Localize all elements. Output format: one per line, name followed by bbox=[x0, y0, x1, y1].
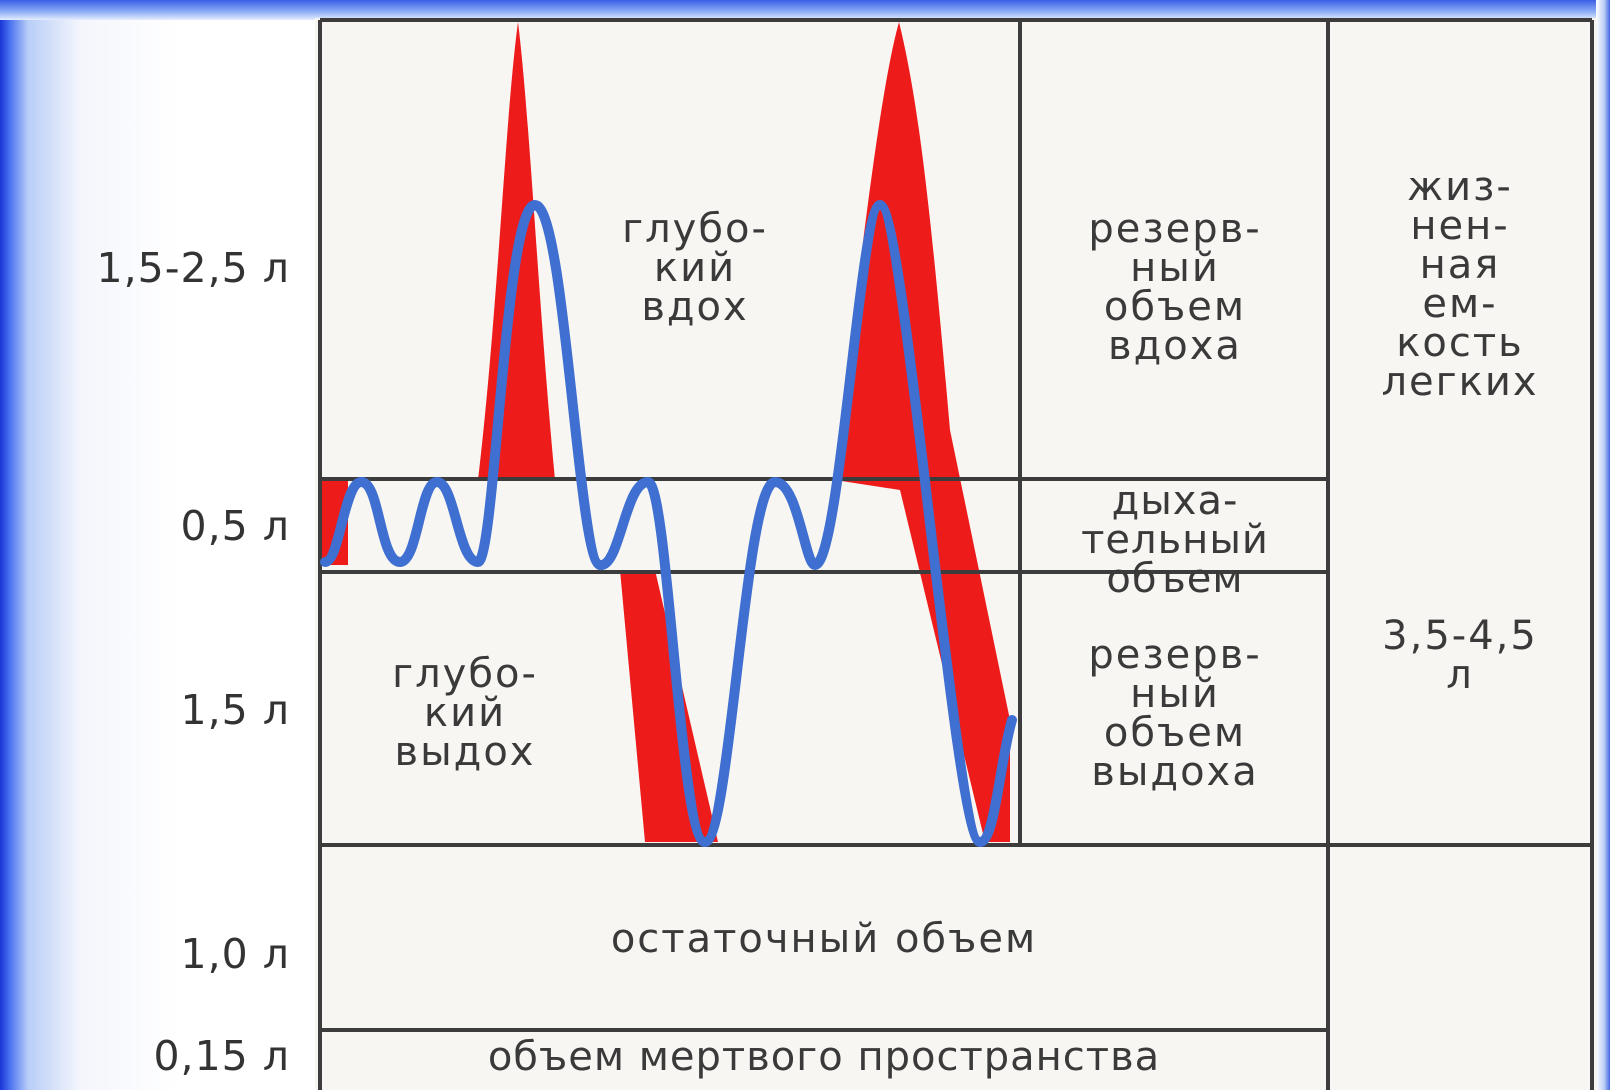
slide-top-band bbox=[0, 0, 1610, 20]
tidal-volume-label: дыха- тельный объем bbox=[1081, 478, 1269, 602]
y-label-expiratory: 1,5 л bbox=[180, 686, 290, 734]
deep-exhale-label: глубо- кий выдох bbox=[392, 651, 538, 775]
y-label-tidal: 0,5 л bbox=[180, 502, 290, 550]
y-label-residual: 1,0 л bbox=[180, 930, 290, 978]
y-label-inspiratory: 1,5-2,5 л bbox=[96, 244, 290, 292]
blue-spirogram-curve bbox=[320, 200, 1017, 847]
inspiratory-reserve-label: резерв- ный объем вдоха bbox=[1088, 206, 1262, 369]
slide-right-band bbox=[1596, 0, 1610, 1090]
deep-inhale-label: глубо- кий вдох bbox=[622, 206, 768, 330]
residual-volume-label: остаточный объем bbox=[610, 916, 1038, 962]
y-label-dead-space: 0,15 л bbox=[153, 1032, 290, 1080]
dead-space-label: объем мертвого пространства bbox=[487, 1034, 1161, 1080]
red-spirogram-band bbox=[320, 22, 1010, 842]
expiratory-reserve-label: резерв- ный объем выдоха bbox=[1088, 632, 1262, 795]
vital-capacity-label: жиз- нен- ная ем- кость легких bbox=[1381, 164, 1539, 405]
vital-capacity-value: 3,5-4,5 л bbox=[1382, 613, 1538, 698]
